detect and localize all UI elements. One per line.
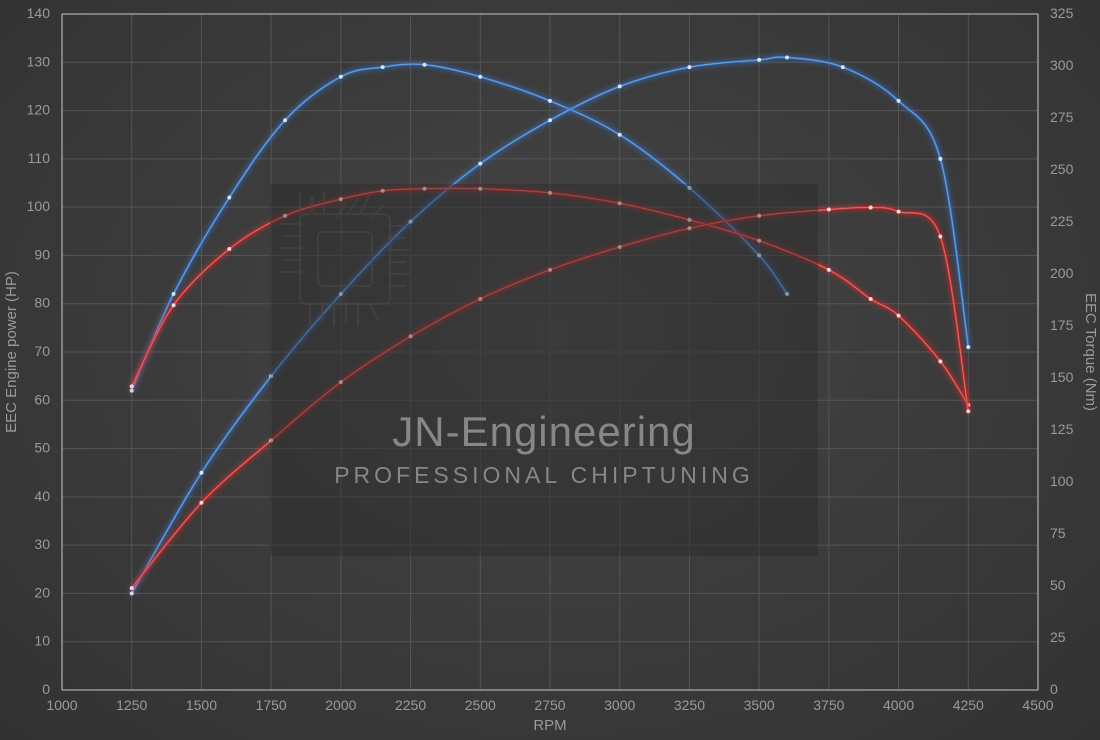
svg-text:3250: 3250 [674, 697, 705, 713]
svg-text:100: 100 [27, 198, 51, 214]
svg-text:80: 80 [34, 295, 50, 311]
svg-text:EEC Torque (Nm): EEC Torque (Nm) [1082, 293, 1099, 411]
svg-text:140: 140 [27, 5, 51, 21]
svg-text:225: 225 [1050, 213, 1074, 229]
svg-text:0: 0 [1050, 681, 1058, 697]
svg-text:30: 30 [34, 536, 50, 552]
svg-text:200: 200 [1050, 265, 1074, 281]
svg-text:2250: 2250 [395, 697, 426, 713]
svg-text:1500: 1500 [186, 697, 217, 713]
svg-text:60: 60 [34, 391, 50, 407]
svg-text:3500: 3500 [744, 697, 775, 713]
svg-text:0: 0 [42, 681, 50, 697]
svg-text:EEC Engine power (HP): EEC Engine power (HP) [3, 271, 20, 433]
svg-text:10: 10 [34, 633, 50, 649]
svg-text:50: 50 [1050, 577, 1066, 593]
svg-text:110: 110 [28, 150, 51, 166]
svg-text:3000: 3000 [604, 697, 635, 713]
svg-text:70: 70 [34, 343, 50, 359]
svg-text:130: 130 [27, 53, 51, 69]
svg-text:2750: 2750 [534, 697, 565, 713]
svg-text:300: 300 [1050, 57, 1074, 73]
svg-text:150: 150 [1050, 369, 1074, 385]
svg-text:4500: 4500 [1022, 697, 1053, 713]
dyno-chart: 1000 1250 1500 1750 2000 2250 2500 2750 3000 3250… [0, 0, 1100, 740]
svg-text:275: 275 [1050, 109, 1074, 125]
svg-text:3750: 3750 [813, 697, 844, 713]
chart-svg: 1000 1250 1500 1750 2000 2250 2500 2750 3000 3250… [0, 0, 1100, 740]
svg-text:90: 90 [34, 246, 50, 262]
svg-text:20: 20 [34, 584, 50, 600]
svg-text:100: 100 [1050, 473, 1074, 489]
svg-text:1000: 1000 [46, 697, 77, 713]
svg-text:2000: 2000 [325, 697, 356, 713]
svg-text:40: 40 [34, 488, 50, 504]
svg-text:RPM: RPM [533, 717, 566, 734]
svg-text:175: 175 [1050, 317, 1074, 333]
svg-text:125: 125 [1050, 421, 1074, 437]
svg-text:1250: 1250 [116, 697, 147, 713]
svg-text:75: 75 [1050, 525, 1066, 541]
svg-text:25: 25 [1050, 629, 1066, 645]
svg-text:50: 50 [34, 440, 50, 456]
svg-text:120: 120 [27, 102, 51, 118]
svg-text:325: 325 [1050, 5, 1074, 21]
svg-text:1750: 1750 [256, 697, 287, 713]
svg-text:4250: 4250 [953, 697, 984, 713]
svg-text:2500: 2500 [465, 697, 496, 713]
svg-text:250: 250 [1050, 161, 1074, 177]
svg-text:4000: 4000 [883, 697, 914, 713]
